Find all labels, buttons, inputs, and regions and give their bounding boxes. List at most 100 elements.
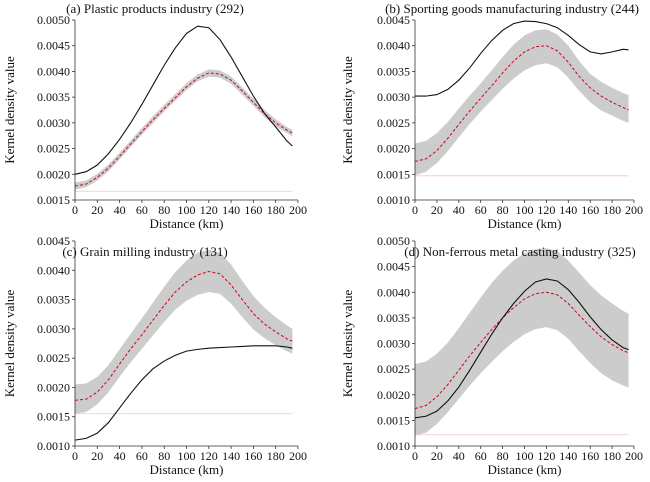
x-tick-label: 100 <box>178 203 196 217</box>
y-tick-label: 0.0015 <box>37 193 70 207</box>
y-tick-label: 0.0045 <box>377 260 410 274</box>
x-tick-label: 120 <box>200 203 218 217</box>
x-tick-label: 20 <box>431 203 443 217</box>
x-tick-label: 20 <box>91 203 103 217</box>
x-tick-label: 20 <box>91 449 103 463</box>
y-tick-label: 0.0050 <box>377 234 410 248</box>
y-tick-label: 0.0030 <box>37 322 70 336</box>
y-tick-label: 0.0015 <box>377 167 410 181</box>
x-axis-title: Distance (km) <box>149 462 223 477</box>
x-tick-label: 100 <box>516 203 534 217</box>
y-tick-label: 0.0025 <box>37 142 70 156</box>
x-tick-label: 160 <box>244 449 262 463</box>
x-tick-label: 0 <box>72 449 78 463</box>
chart-panel-0: 0 20 40 60 80 100 120 140 160 180 200 0.0015 0.0020 0… <box>2 1 307 231</box>
x-tick-label: 80 <box>158 449 170 463</box>
x-tick-label: 80 <box>497 203 509 217</box>
y-tick-label: 0.0030 <box>377 337 410 351</box>
y-tick-label: 0.0035 <box>377 311 410 325</box>
x-tick-label: 160 <box>581 449 599 463</box>
x-tick-label: 120 <box>537 449 555 463</box>
y-tick-label: 0.0010 <box>37 439 70 453</box>
y-axis-title: Kernel density value <box>340 289 355 397</box>
x-tick-label: 180 <box>603 449 621 463</box>
y-tick-label: 0.0015 <box>377 413 410 427</box>
expected-line <box>74 72 293 187</box>
y-tick-label: 0.0045 <box>37 39 70 53</box>
chart-title: (a) Plastic products industry (292) <box>66 1 244 16</box>
y-tick-label: 0.0025 <box>377 362 410 376</box>
y-tick-label: 0.0035 <box>37 90 70 104</box>
x-tick-label: 200 <box>625 203 643 217</box>
chart-title: (b) Sporting goods manufacturing industr… <box>385 1 639 16</box>
confidence-band <box>75 69 293 190</box>
x-tick-label: 40 <box>453 449 465 463</box>
chart-panel-1: 0 20 40 60 80 100 120 140 160 180 200 0.0010 0.0015 0… <box>340 1 643 231</box>
x-tick-label: 60 <box>475 203 487 217</box>
chart-title: (d) Non-ferrous metal casting industry (… <box>404 244 635 259</box>
y-tick-label: 0.0035 <box>377 64 410 78</box>
y-tick-label: 0.0020 <box>377 142 410 156</box>
y-tick-label: 0.0035 <box>37 293 70 307</box>
x-tick-label: 180 <box>267 203 285 217</box>
x-tick-label: 180 <box>267 449 285 463</box>
y-tick-label: 0.0025 <box>377 116 410 130</box>
x-tick-label: 200 <box>625 449 643 463</box>
observed-line <box>74 25 293 175</box>
x-axis-title: Distance (km) <box>487 216 561 231</box>
chart-panel-3: 0 20 40 60 80 100 120 140 160 180 200 0.0010 0.0015 0… <box>340 234 643 477</box>
x-tick-label: 140 <box>222 203 240 217</box>
y-axis-title: Kernel density value <box>2 56 17 164</box>
x-tick-label: 80 <box>158 203 170 217</box>
x-tick-label: 60 <box>475 449 487 463</box>
expected-line <box>414 45 629 162</box>
y-tick-label: 0.0045 <box>37 234 70 248</box>
x-tick-label: 0 <box>412 449 418 463</box>
y-tick-label: 0.0020 <box>37 380 70 394</box>
x-tick-label: 0 <box>412 203 418 217</box>
x-axis-title: Distance (km) <box>487 462 561 477</box>
chart-panel-2: 0 20 40 60 80 100 120 140 160 180 200 0.0010 0.0015 0… <box>2 234 307 477</box>
y-tick-label: 0.0010 <box>377 439 410 453</box>
x-tick-label: 140 <box>559 449 577 463</box>
y-tick-label: 0.0025 <box>37 351 70 365</box>
y-tick-label: 0.0030 <box>377 90 410 104</box>
x-tick-label: 200 <box>289 203 307 217</box>
y-tick-label: 0.0050 <box>37 13 70 27</box>
observed-line <box>74 345 293 441</box>
x-tick-label: 20 <box>431 449 443 463</box>
expected-line <box>414 291 629 410</box>
x-tick-label: 160 <box>581 203 599 217</box>
chart-title: (c) Grain milling industry (131) <box>62 244 227 259</box>
x-tick-label: 40 <box>114 203 126 217</box>
observed-line <box>415 20 629 97</box>
confidence-band <box>75 249 293 414</box>
y-tick-label: 0.0040 <box>37 263 70 277</box>
y-tick-label: 0.0040 <box>37 64 70 78</box>
x-tick-label: 100 <box>516 449 534 463</box>
observed-line <box>414 278 629 419</box>
expected-line <box>74 270 293 401</box>
y-tick-label: 0.0010 <box>377 193 410 207</box>
x-tick-label: 0 <box>72 203 78 217</box>
x-tick-label: 120 <box>537 203 555 217</box>
y-tick-label: 0.0040 <box>377 285 410 299</box>
y-tick-label: 0.0015 <box>37 410 70 424</box>
y-axis-title: Kernel density value <box>340 56 355 164</box>
confidence-band <box>415 29 629 176</box>
x-tick-label: 40 <box>114 449 126 463</box>
x-tick-label: 120 <box>200 449 218 463</box>
y-tick-label: 0.0030 <box>37 116 70 130</box>
x-tick-label: 200 <box>289 449 307 463</box>
x-axis-title: Distance (km) <box>149 216 223 231</box>
x-tick-label: 60 <box>136 449 148 463</box>
confidence-band <box>415 248 629 436</box>
x-tick-label: 180 <box>603 203 621 217</box>
x-tick-label: 140 <box>222 449 240 463</box>
x-tick-label: 80 <box>497 449 509 463</box>
x-tick-label: 60 <box>136 203 148 217</box>
x-tick-label: 40 <box>453 203 465 217</box>
y-tick-label: 0.0045 <box>377 13 410 27</box>
y-tick-label: 0.0040 <box>377 39 410 53</box>
